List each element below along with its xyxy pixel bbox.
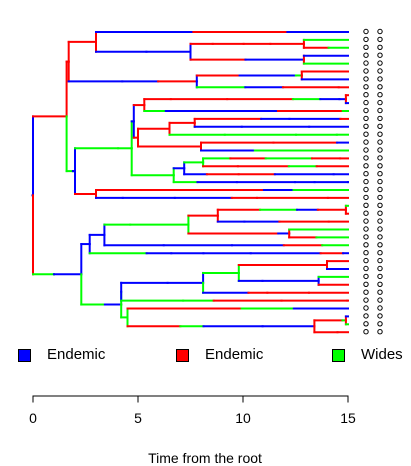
tip-state-marker (363, 194, 369, 201)
tip-state-marker (377, 329, 383, 335)
tip-state-marker (377, 76, 383, 82)
tip-state-marker (363, 99, 369, 106)
tip-state-marker (377, 178, 383, 185)
x-tick-label: 0 (29, 410, 37, 426)
tip-state-marker (363, 68, 369, 74)
tip-state-marker (377, 202, 383, 209)
tip-state-marker (363, 115, 369, 122)
tip-state-marker (377, 289, 383, 295)
tip-state-marker (363, 202, 369, 209)
tip-state-marker (363, 218, 369, 224)
tip-state-marker (363, 281, 369, 287)
tip-state-marker (377, 147, 383, 153)
tip-state-marker (363, 163, 369, 169)
tip-state-marker (363, 36, 369, 43)
tip-state-marker (377, 234, 383, 240)
tip-state-marker (377, 155, 383, 161)
tip-state-marker (377, 218, 383, 224)
tip-state-marker (363, 28, 369, 35)
tip-state-marker (363, 297, 369, 303)
tip-state-marker (363, 226, 369, 232)
legend-swatch (332, 349, 345, 362)
tip-state-marker (377, 36, 383, 43)
legend-swatch (176, 349, 189, 362)
tip-state-marker (377, 210, 383, 216)
tip-state-marker (363, 273, 369, 280)
tip-state-marker (377, 60, 383, 66)
tip-state-marker (377, 115, 383, 122)
tip-state-marker (377, 44, 383, 50)
tip-state-marker (377, 131, 383, 137)
tip-state-marker (363, 84, 369, 90)
tip-state-marker (363, 147, 369, 153)
tip-state-marker (377, 250, 383, 256)
tip-state-marker (363, 131, 369, 137)
tip-state-marker (377, 281, 383, 287)
tip-state-marker (377, 242, 383, 248)
tip-state-marker (377, 163, 383, 169)
tip-state-marker (377, 226, 383, 232)
x-axis-title: Time from the root (148, 450, 262, 466)
tip-state-marker (363, 92, 369, 98)
tip-state-marker (377, 84, 383, 90)
tip-state-marker (363, 210, 369, 216)
tip-state-marker (377, 68, 383, 74)
tip-state-marker (377, 92, 383, 98)
tip-state-marker (363, 107, 369, 114)
tip-state-marker (377, 139, 383, 145)
tip-state-marker (363, 321, 369, 327)
tip-state-marker (377, 321, 383, 327)
tip-state-marker (363, 123, 369, 130)
tip-state-marker (377, 52, 383, 58)
tip-state-marker (377, 123, 383, 130)
tip-state-marker (363, 44, 369, 50)
tip-state-marker (363, 289, 369, 295)
x-tick-label: 5 (134, 410, 142, 426)
legend-swatch (18, 349, 31, 362)
tip-state-marker (363, 305, 369, 311)
tip-state-marker (377, 99, 383, 106)
tip-state-marker (363, 52, 369, 58)
tip-state-marker (377, 265, 383, 272)
tip-state-marker (363, 313, 369, 319)
tip-state-marker (363, 186, 369, 193)
x-tick-label: 15 (340, 410, 356, 426)
tip-state-marker (363, 155, 369, 161)
tip-state-marker (363, 171, 369, 177)
tip-state-marker (363, 257, 369, 264)
tip-state-marker (363, 60, 369, 66)
tip-state-marker (377, 194, 383, 201)
tip-state-marker (377, 297, 383, 303)
legend-label: Endemic (205, 346, 264, 363)
tip-state-marker (363, 139, 369, 145)
tip-state-marker (377, 186, 383, 193)
tip-state-marker (377, 107, 383, 114)
tip-state-marker (377, 273, 383, 280)
tip-state-marker (363, 178, 369, 185)
tip-state-marker (363, 265, 369, 272)
tip-state-marker (377, 305, 383, 311)
tip-state-marker (363, 76, 369, 82)
tip-state-marker (363, 250, 369, 256)
tip-state-marker (363, 329, 369, 335)
tip-state-marker (377, 171, 383, 177)
x-tick-label: 10 (235, 410, 251, 426)
tip-state-marker (377, 257, 383, 264)
legend-label: Endemic (47, 346, 106, 363)
legend-label: Wides (361, 346, 403, 363)
tip-state-marker (377, 313, 383, 319)
tip-state-marker (363, 242, 369, 248)
tip-state-marker (363, 234, 369, 240)
tip-state-marker (377, 28, 383, 35)
